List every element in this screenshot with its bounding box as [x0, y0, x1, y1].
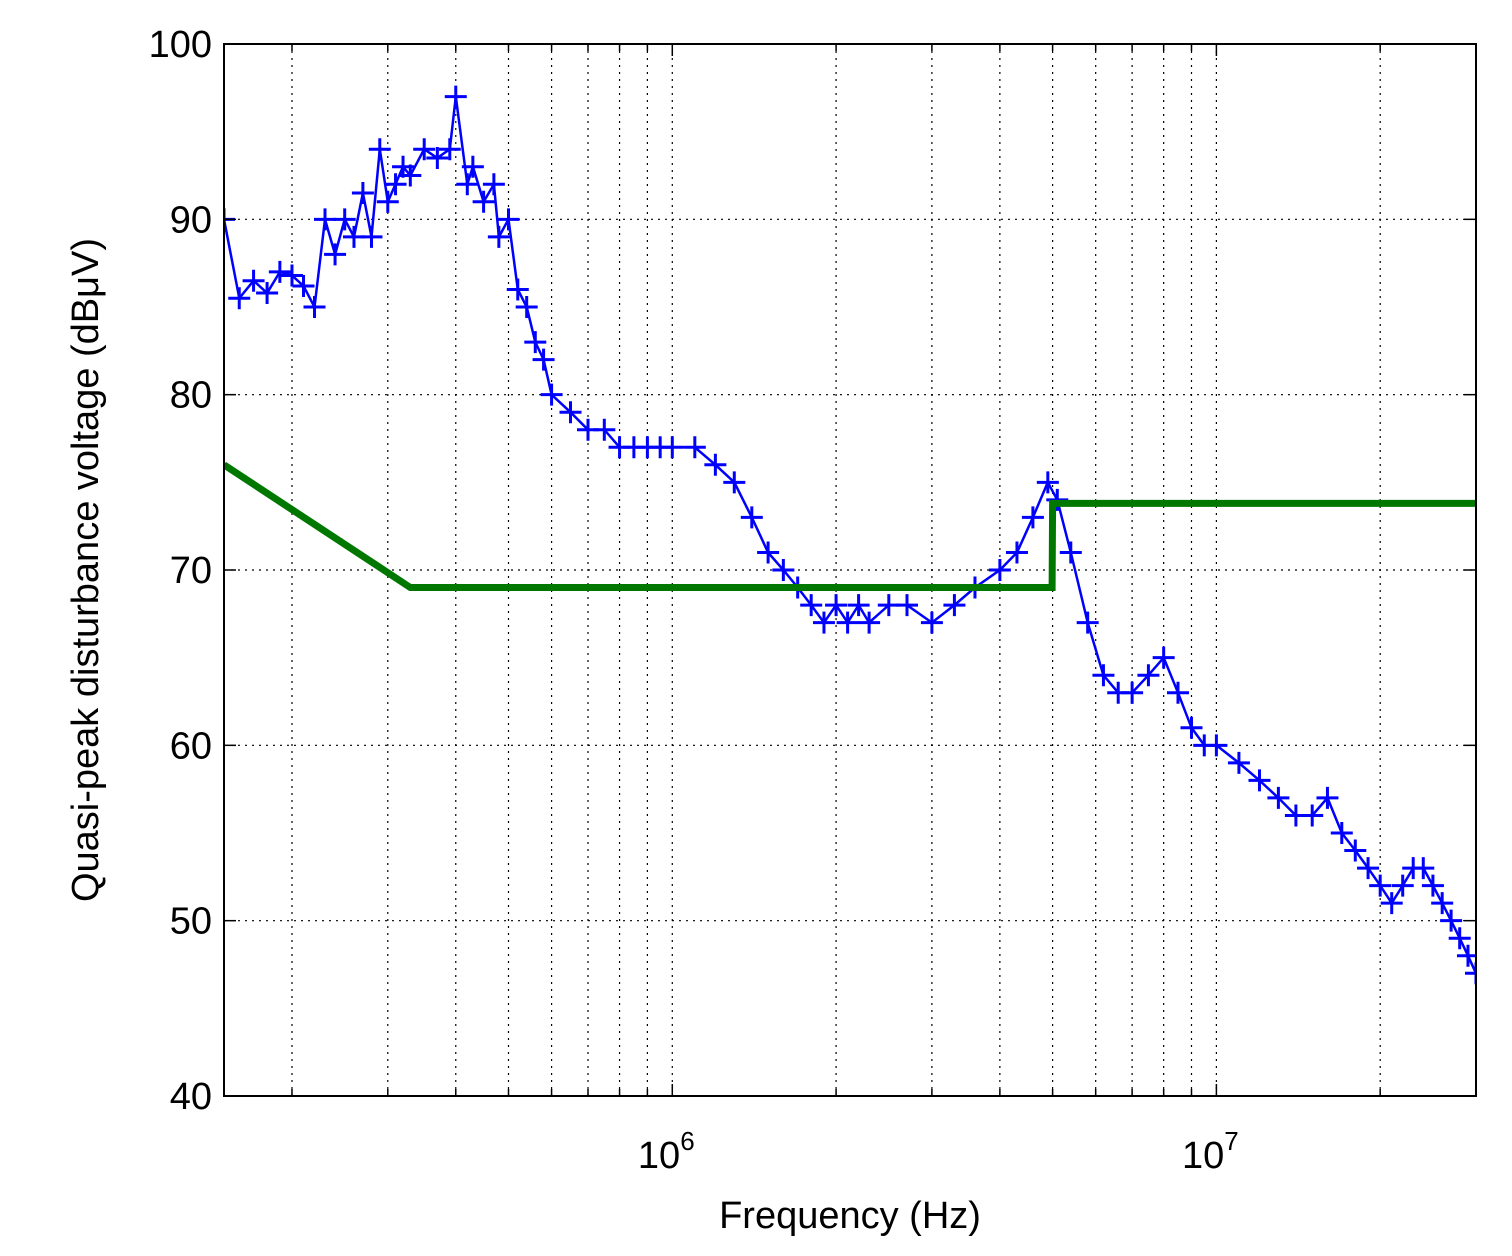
data-point: [858, 611, 881, 634]
data-point: [988, 559, 1011, 581]
data-point: [1380, 892, 1403, 915]
data-point: [1316, 786, 1339, 809]
data-point: [1036, 471, 1059, 494]
data-point: [456, 173, 479, 196]
data-point: [524, 331, 547, 354]
data-point: [1440, 909, 1463, 932]
data-point: [683, 436, 706, 459]
data-point: [497, 208, 520, 231]
data-point: [1076, 611, 1099, 634]
x-tick-label: 106: [638, 1126, 695, 1177]
data-point: [1005, 541, 1028, 564]
y-tick-label: 70: [170, 550, 212, 592]
data-point: [661, 436, 684, 459]
y-tick-labels: 40 50 60 70 80 90 100: [149, 24, 212, 1118]
data-point: [895, 594, 918, 617]
series-layer: [224, 85, 1476, 985]
data-point: [242, 269, 265, 292]
data-point: [1301, 804, 1324, 827]
data-point: [847, 594, 870, 617]
series-line: [224, 461, 1476, 591]
data-point: [757, 541, 780, 564]
data-point: [351, 182, 374, 205]
data-point: [268, 260, 291, 283]
y-tick-label: 100: [149, 24, 212, 66]
data-point: [506, 278, 529, 301]
data-point: [920, 611, 943, 634]
data-point: [376, 190, 399, 213]
data-point: [1092, 664, 1115, 687]
x-axis-title: Frequency (Hz): [719, 1195, 981, 1237]
y-tick-label: 50: [170, 901, 212, 943]
data-point: [540, 383, 563, 406]
data-point: [1059, 541, 1082, 564]
data-point: [228, 287, 251, 310]
data-point: [1152, 646, 1175, 669]
data-point: [368, 138, 391, 161]
series-1: [224, 461, 1476, 591]
data-point: [399, 164, 422, 187]
data-point: [426, 146, 449, 169]
data-point: [800, 594, 823, 617]
data-point: [812, 611, 835, 634]
data-point: [1391, 874, 1414, 897]
y-tick-label: 80: [170, 375, 212, 417]
data-point: [314, 208, 337, 231]
data-point: [333, 208, 356, 231]
y-axis-title: Quasi-peak disturbance voltage (dBμV): [65, 238, 107, 902]
data-point: [825, 594, 848, 617]
data-point: [515, 296, 538, 318]
data-point: [1431, 892, 1454, 915]
data-point: [1369, 874, 1392, 897]
data-point: [1330, 822, 1353, 844]
y-tick-label: 60: [170, 725, 212, 767]
data-point: [1180, 716, 1203, 739]
y-tick-label: 90: [170, 199, 212, 241]
data-point: [438, 138, 461, 161]
data-point: [280, 264, 303, 287]
data-point: [461, 155, 484, 178]
data-point: [740, 506, 763, 529]
data-point: [303, 296, 326, 318]
data-point: [1137, 664, 1160, 687]
data-point: [1021, 506, 1044, 529]
data-point: [943, 594, 966, 617]
data-point: [1121, 681, 1144, 704]
ticks: [224, 43, 1476, 1097]
data-point: [1166, 681, 1189, 704]
data-point: [256, 281, 279, 304]
data-point: [1412, 857, 1435, 880]
data-point: [1448, 927, 1471, 950]
data-point: [413, 138, 436, 161]
data-point: [1465, 962, 1476, 985]
data-point: [1357, 857, 1380, 880]
data-point: [1421, 874, 1444, 897]
data-point: [292, 274, 315, 297]
data-point: [360, 225, 383, 248]
x-tick-labels: 106 107: [638, 1126, 1239, 1177]
data-point: [836, 611, 859, 634]
data-point: [1227, 751, 1250, 774]
data-point: [1267, 786, 1290, 809]
data-point: [472, 190, 495, 213]
x-tick-label: 107: [1182, 1126, 1239, 1177]
data-point: [593, 418, 616, 441]
data-point: [1046, 488, 1069, 511]
y-tick-label: 40: [170, 1076, 212, 1118]
data-point: [1205, 734, 1228, 757]
grid: [224, 44, 1476, 1096]
data-point: [324, 243, 347, 266]
data-point: [532, 348, 555, 371]
data-point: [723, 471, 746, 494]
data-point: [704, 453, 727, 476]
data-point: [559, 401, 582, 424]
data-point: [1248, 769, 1271, 792]
data-point: [384, 173, 407, 196]
data-point: [772, 559, 795, 581]
data-point: [482, 173, 505, 196]
data-point: [1344, 839, 1367, 862]
data-point: [444, 85, 467, 108]
data-point: [487, 225, 510, 248]
